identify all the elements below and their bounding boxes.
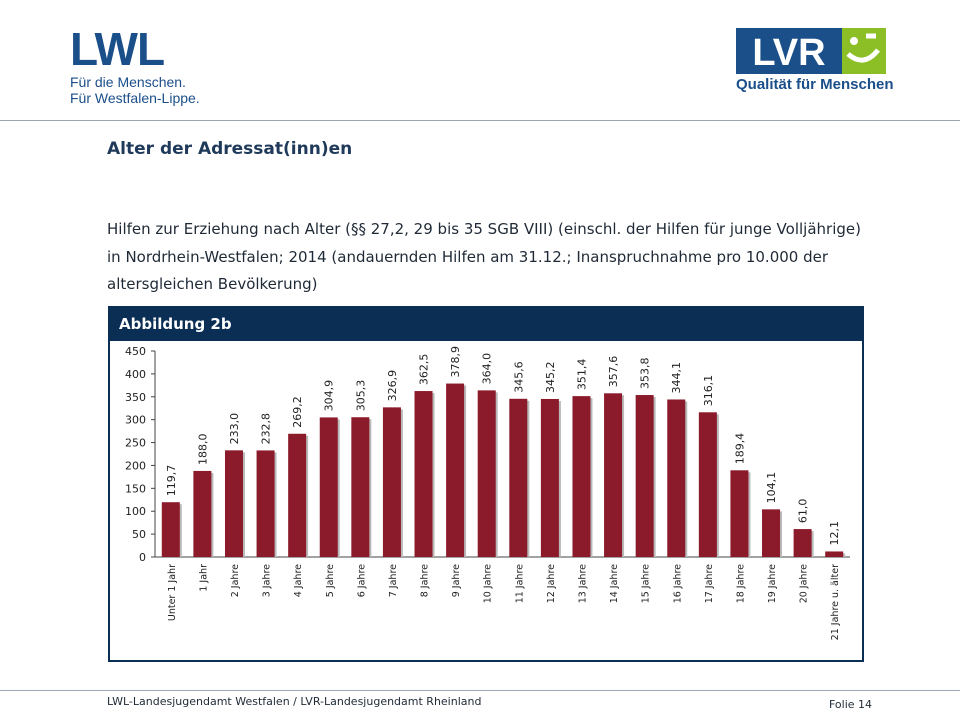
bar (193, 470, 212, 557)
data-label: 188,0 (196, 433, 209, 465)
bar (540, 398, 559, 557)
bar (698, 412, 717, 557)
bar (667, 399, 686, 557)
x-tick-label: 6 Jahre (356, 564, 367, 597)
bar (825, 551, 844, 557)
x-tick-label: 10 Jahre (483, 564, 494, 603)
y-tick-label: 150 (125, 482, 146, 495)
bar (572, 396, 591, 557)
slide-number: Folie 14 (829, 698, 873, 711)
bar (446, 383, 465, 557)
data-label: 345,2 (544, 361, 557, 393)
data-label: 233,0 (228, 413, 241, 445)
x-tick-label: Unter 1 Jahr (167, 564, 178, 621)
x-tick-label: 17 Jahre (704, 564, 715, 603)
y-tick-label: 450 (125, 345, 146, 358)
data-label: 119,7 (165, 465, 178, 497)
x-tick-label: 16 Jahre (672, 564, 683, 603)
y-tick-label: 350 (125, 391, 146, 404)
figure-label: Abbildung 2b (110, 308, 862, 341)
y-tick-label: 200 (125, 459, 146, 472)
x-tick-label: 13 Jahre (577, 564, 588, 603)
x-tick-label: 15 Jahre (641, 564, 652, 603)
x-tick-label: 5 Jahre (325, 564, 336, 597)
smile-icon (846, 48, 880, 63)
data-label: 269,2 (291, 396, 304, 428)
smile-eye-icon (850, 37, 858, 45)
data-label: 12,1 (828, 521, 841, 546)
chart-description: Hilfen zur Erziehung nach Alter (§§ 27,2… (107, 220, 861, 293)
data-label: 304,9 (323, 380, 336, 412)
data-label: 362,5 (418, 354, 431, 386)
bar (477, 390, 496, 557)
data-label: 357,6 (607, 356, 620, 388)
x-tick-label: 7 Jahre (388, 564, 399, 597)
data-label: 305,3 (354, 380, 367, 412)
bar (351, 417, 370, 557)
bar (604, 393, 623, 557)
data-label: 232,8 (260, 413, 273, 445)
data-label: 326,9 (386, 370, 399, 402)
header-divider (0, 120, 960, 121)
bar (730, 470, 749, 557)
bar (382, 407, 401, 557)
footer-divider (0, 690, 960, 691)
bar (256, 450, 275, 557)
data-label: 353,8 (639, 358, 652, 390)
data-label: 378,9 (449, 346, 462, 378)
y-tick-label: 0 (139, 551, 146, 564)
data-label: 104,1 (765, 472, 778, 504)
bar (161, 502, 180, 557)
data-label: 189,4 (733, 433, 746, 465)
lwl-logo-line2: Für Westfalen-Lippe. (70, 90, 200, 106)
data-label: 61,0 (797, 499, 810, 524)
bar (414, 391, 433, 557)
bar (319, 417, 338, 557)
bar (793, 529, 812, 557)
data-label: 316,1 (702, 375, 715, 407)
x-tick-label: 8 Jahre (420, 564, 431, 597)
page-title: Alter der Adressat(inn)en (107, 139, 353, 159)
y-tick-label: 100 (125, 505, 146, 518)
bar-chart: 0 50 100 150 200 250 300 350 400 450 119,7 Unter 1 … (125, 345, 850, 640)
data-label: 364,0 (481, 353, 494, 385)
x-tick-label: 14 Jahre (609, 564, 620, 603)
x-tick-label: 18 Jahre (735, 564, 746, 603)
y-tick-label: 300 (125, 414, 146, 427)
lwl-logo: LWL Für die Menschen. Für Westfalen-Lipp… (70, 26, 210, 106)
x-tick-label: 4 Jahre (293, 564, 304, 597)
bar (762, 509, 781, 557)
data-label: 344,1 (670, 362, 683, 394)
x-tick-label: 2 Jahre (230, 564, 241, 597)
bar (288, 433, 307, 557)
lvr-logo-word: LVR (752, 32, 825, 74)
x-tick-label: 21 Jahre u. älter (830, 564, 841, 640)
data-label: 351,4 (575, 359, 588, 391)
y-tick-label: 400 (125, 368, 146, 381)
y-tick-label: 250 (125, 437, 146, 450)
bar (509, 398, 528, 557)
y-tick-label: 50 (132, 528, 146, 541)
lvr-logo-mark: LVR (736, 28, 886, 74)
x-tick-label: 19 Jahre (767, 564, 778, 603)
bar (224, 450, 243, 557)
x-tick-label: 1 Jahr (198, 564, 209, 592)
x-tick-label: 20 Jahre (799, 564, 810, 603)
x-tick-label: 12 Jahre (546, 564, 557, 603)
x-tick-label: 3 Jahre (262, 564, 273, 597)
bar (635, 395, 654, 557)
x-tick-label: 9 Jahre (451, 564, 462, 597)
lvr-logo: LVR Qualität für Menschen (736, 28, 896, 98)
footer-organization: LWL-Landesjugendamt Westfalen / LVR-Land… (107, 695, 482, 708)
lwl-logo-word: LWL (70, 23, 165, 75)
x-tick-label: 11 Jahre (514, 564, 525, 603)
data-label: 345,6 (512, 361, 525, 393)
lvr-logo-tagline: Qualität für Menschen (736, 76, 894, 93)
lwl-logo-line1: Für die Menschen. (70, 74, 186, 90)
